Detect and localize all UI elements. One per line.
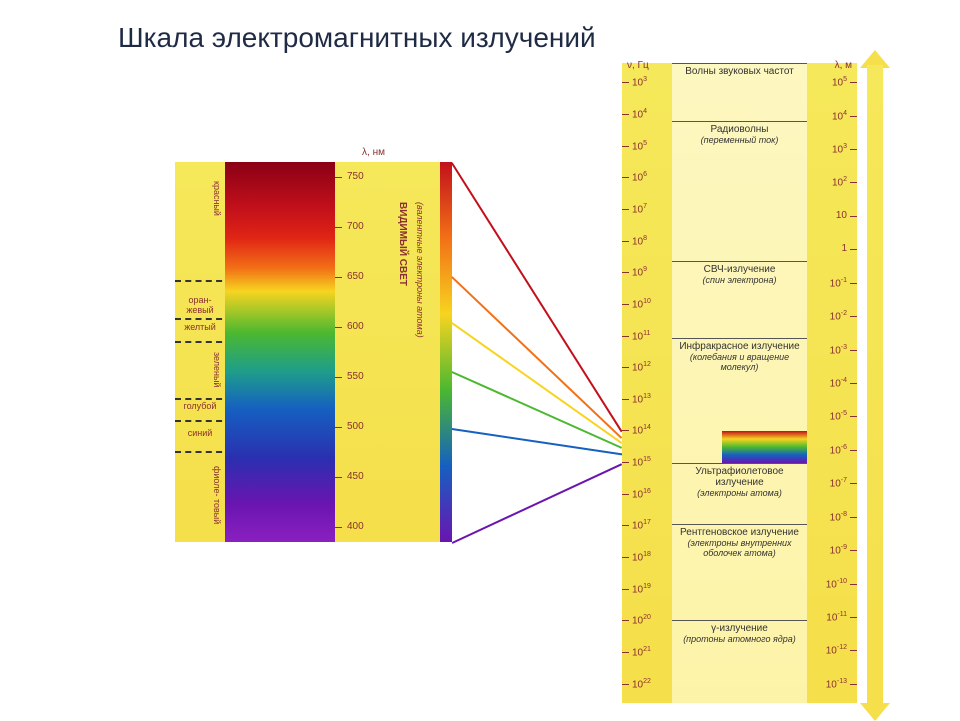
- color-label: желтый: [178, 322, 222, 332]
- connector-line: [452, 428, 622, 455]
- color-label: зеленый: [178, 352, 222, 387]
- connector-line: [452, 463, 623, 543]
- spectrum-band: Радиоволны(переменный ток): [672, 121, 807, 147]
- wl-tick-label: 10-13: [826, 678, 847, 690]
- wl-tick-label: 10-5: [830, 410, 847, 422]
- nm-unit-label: λ, нм: [362, 147, 385, 158]
- arrow-body: [867, 65, 883, 705]
- nm-tick-label: 700: [347, 221, 364, 232]
- color-label-column: красный оран- жевый желтый зеленый голубой си…: [175, 162, 225, 542]
- freq-tick-label: 1018: [632, 551, 651, 563]
- color-label: голубой: [178, 401, 222, 411]
- freq-tick-label: 1019: [632, 583, 651, 595]
- arrow-down-icon: [860, 703, 890, 721]
- wl-tick-label: 10-6: [830, 444, 847, 456]
- nm-tick-label: 550: [347, 371, 364, 382]
- wl-tick-label: 103: [832, 143, 847, 155]
- wl-tick-label: 10-9: [830, 544, 847, 556]
- freq-tick-label: 1013: [632, 393, 651, 405]
- freq-tick-label: 1021: [632, 646, 651, 658]
- freq-tick-label: 108: [632, 235, 647, 247]
- wl-tick-label: 10-7: [830, 477, 847, 489]
- spectrum-band: γ-излучение(протоны атомного ядра): [672, 620, 807, 646]
- wl-tick-label: 102: [832, 176, 847, 188]
- wl-tick-label: 105: [832, 76, 847, 88]
- page-title: Шкала электромагнитных излучений: [118, 22, 596, 54]
- freq-tick-label: 109: [632, 266, 647, 278]
- wl-tick-label: 10-2: [830, 310, 847, 322]
- wl-header: λ, м: [835, 60, 852, 71]
- spectrum-band: Волны звуковых частот: [672, 63, 807, 79]
- visible-light-label: ВИДИМЫЙ СВЕТ: [397, 202, 408, 286]
- freq-tick-label: 1016: [632, 488, 651, 500]
- full-spectrum-panel: ν, Гц 103 104 105 106 107 108 109 1010 1011 1012 1…: [622, 53, 922, 713]
- spectrum-band: СВЧ-излучение(спин электрона): [672, 261, 807, 287]
- nm-tick-label: 450: [347, 471, 364, 482]
- wl-tick-label: 10-4: [830, 377, 847, 389]
- freq-tick-label: 106: [632, 171, 647, 183]
- visible-spectrum-panel: красный оран- жевый желтый зеленый голубой си…: [175, 162, 475, 542]
- wl-tick-label: 10-12: [826, 644, 847, 656]
- connector-lines: [452, 162, 622, 542]
- spectrum-band: Рентгеновское излучение(электроны внутре…: [672, 524, 807, 560]
- wl-tick-label: 10-1: [830, 277, 847, 289]
- freq-tick-label: 103: [632, 76, 647, 88]
- color-label: красный: [178, 181, 222, 216]
- freq-tick-label: 1022: [632, 678, 651, 690]
- color-label: фиоле- товый: [178, 466, 222, 524]
- nm-tick-label: 400: [347, 521, 364, 532]
- freq-tick-label: 1012: [632, 361, 651, 373]
- nm-tick-label: 750: [347, 171, 364, 182]
- nm-tick-label: 500: [347, 421, 364, 432]
- freq-tick-label: 1011: [632, 330, 650, 342]
- wl-tick-label: 10: [836, 210, 847, 221]
- visible-light-sublabel: (валентные электроны атома): [415, 202, 425, 338]
- band-column: Волны звуковых частот Радиоволны(переменн…: [672, 63, 807, 703]
- wl-tick-label: 1: [841, 243, 847, 254]
- spectrum-gradient: [225, 162, 335, 542]
- nm-tick-label: 600: [347, 321, 364, 332]
- wl-tick-label: 10-10: [826, 578, 847, 590]
- freq-tick-label: 107: [632, 203, 647, 215]
- freq-tick-label: 104: [632, 108, 647, 120]
- nm-tick-label: 650: [347, 271, 364, 282]
- wl-tick-label: 10-3: [830, 344, 847, 356]
- wl-tick-label: 10-8: [830, 511, 847, 523]
- freq-tick-label: 105: [632, 140, 647, 152]
- wl-tick-label: 104: [832, 110, 847, 122]
- color-label: оран- жевый: [178, 295, 222, 315]
- freq-header: ν, Гц: [627, 60, 649, 71]
- freq-tick-label: 1017: [632, 519, 651, 531]
- frequency-column: ν, Гц 103 104 105 106 107 108 109 1010 1011 1012 1…: [622, 63, 672, 703]
- spectrum-band: Ультрафиолетовое излучение(электроны ато…: [672, 463, 807, 500]
- rainbow-strip: [440, 162, 452, 542]
- nm-scale: λ, нм 750700650600550500450400: [335, 162, 390, 542]
- freq-tick-label: 1010: [632, 298, 651, 310]
- freq-tick-label: 1015: [632, 456, 651, 468]
- connector-line: [451, 162, 622, 432]
- color-label: синий: [178, 428, 222, 438]
- visible-light-label-col: ВИДИМЫЙ СВЕТ (валентные электроны атома): [390, 162, 440, 542]
- wavelength-column: λ, м 10510410310210110-110-210-310-410-5…: [807, 63, 857, 703]
- freq-tick-label: 1014: [632, 424, 651, 436]
- freq-tick-label: 1020: [632, 614, 651, 626]
- connector-line: [451, 276, 622, 438]
- spectrum-band: Инфракрасное излучение(колебания и враще…: [672, 338, 807, 374]
- wl-tick-label: 10-11: [826, 611, 847, 623]
